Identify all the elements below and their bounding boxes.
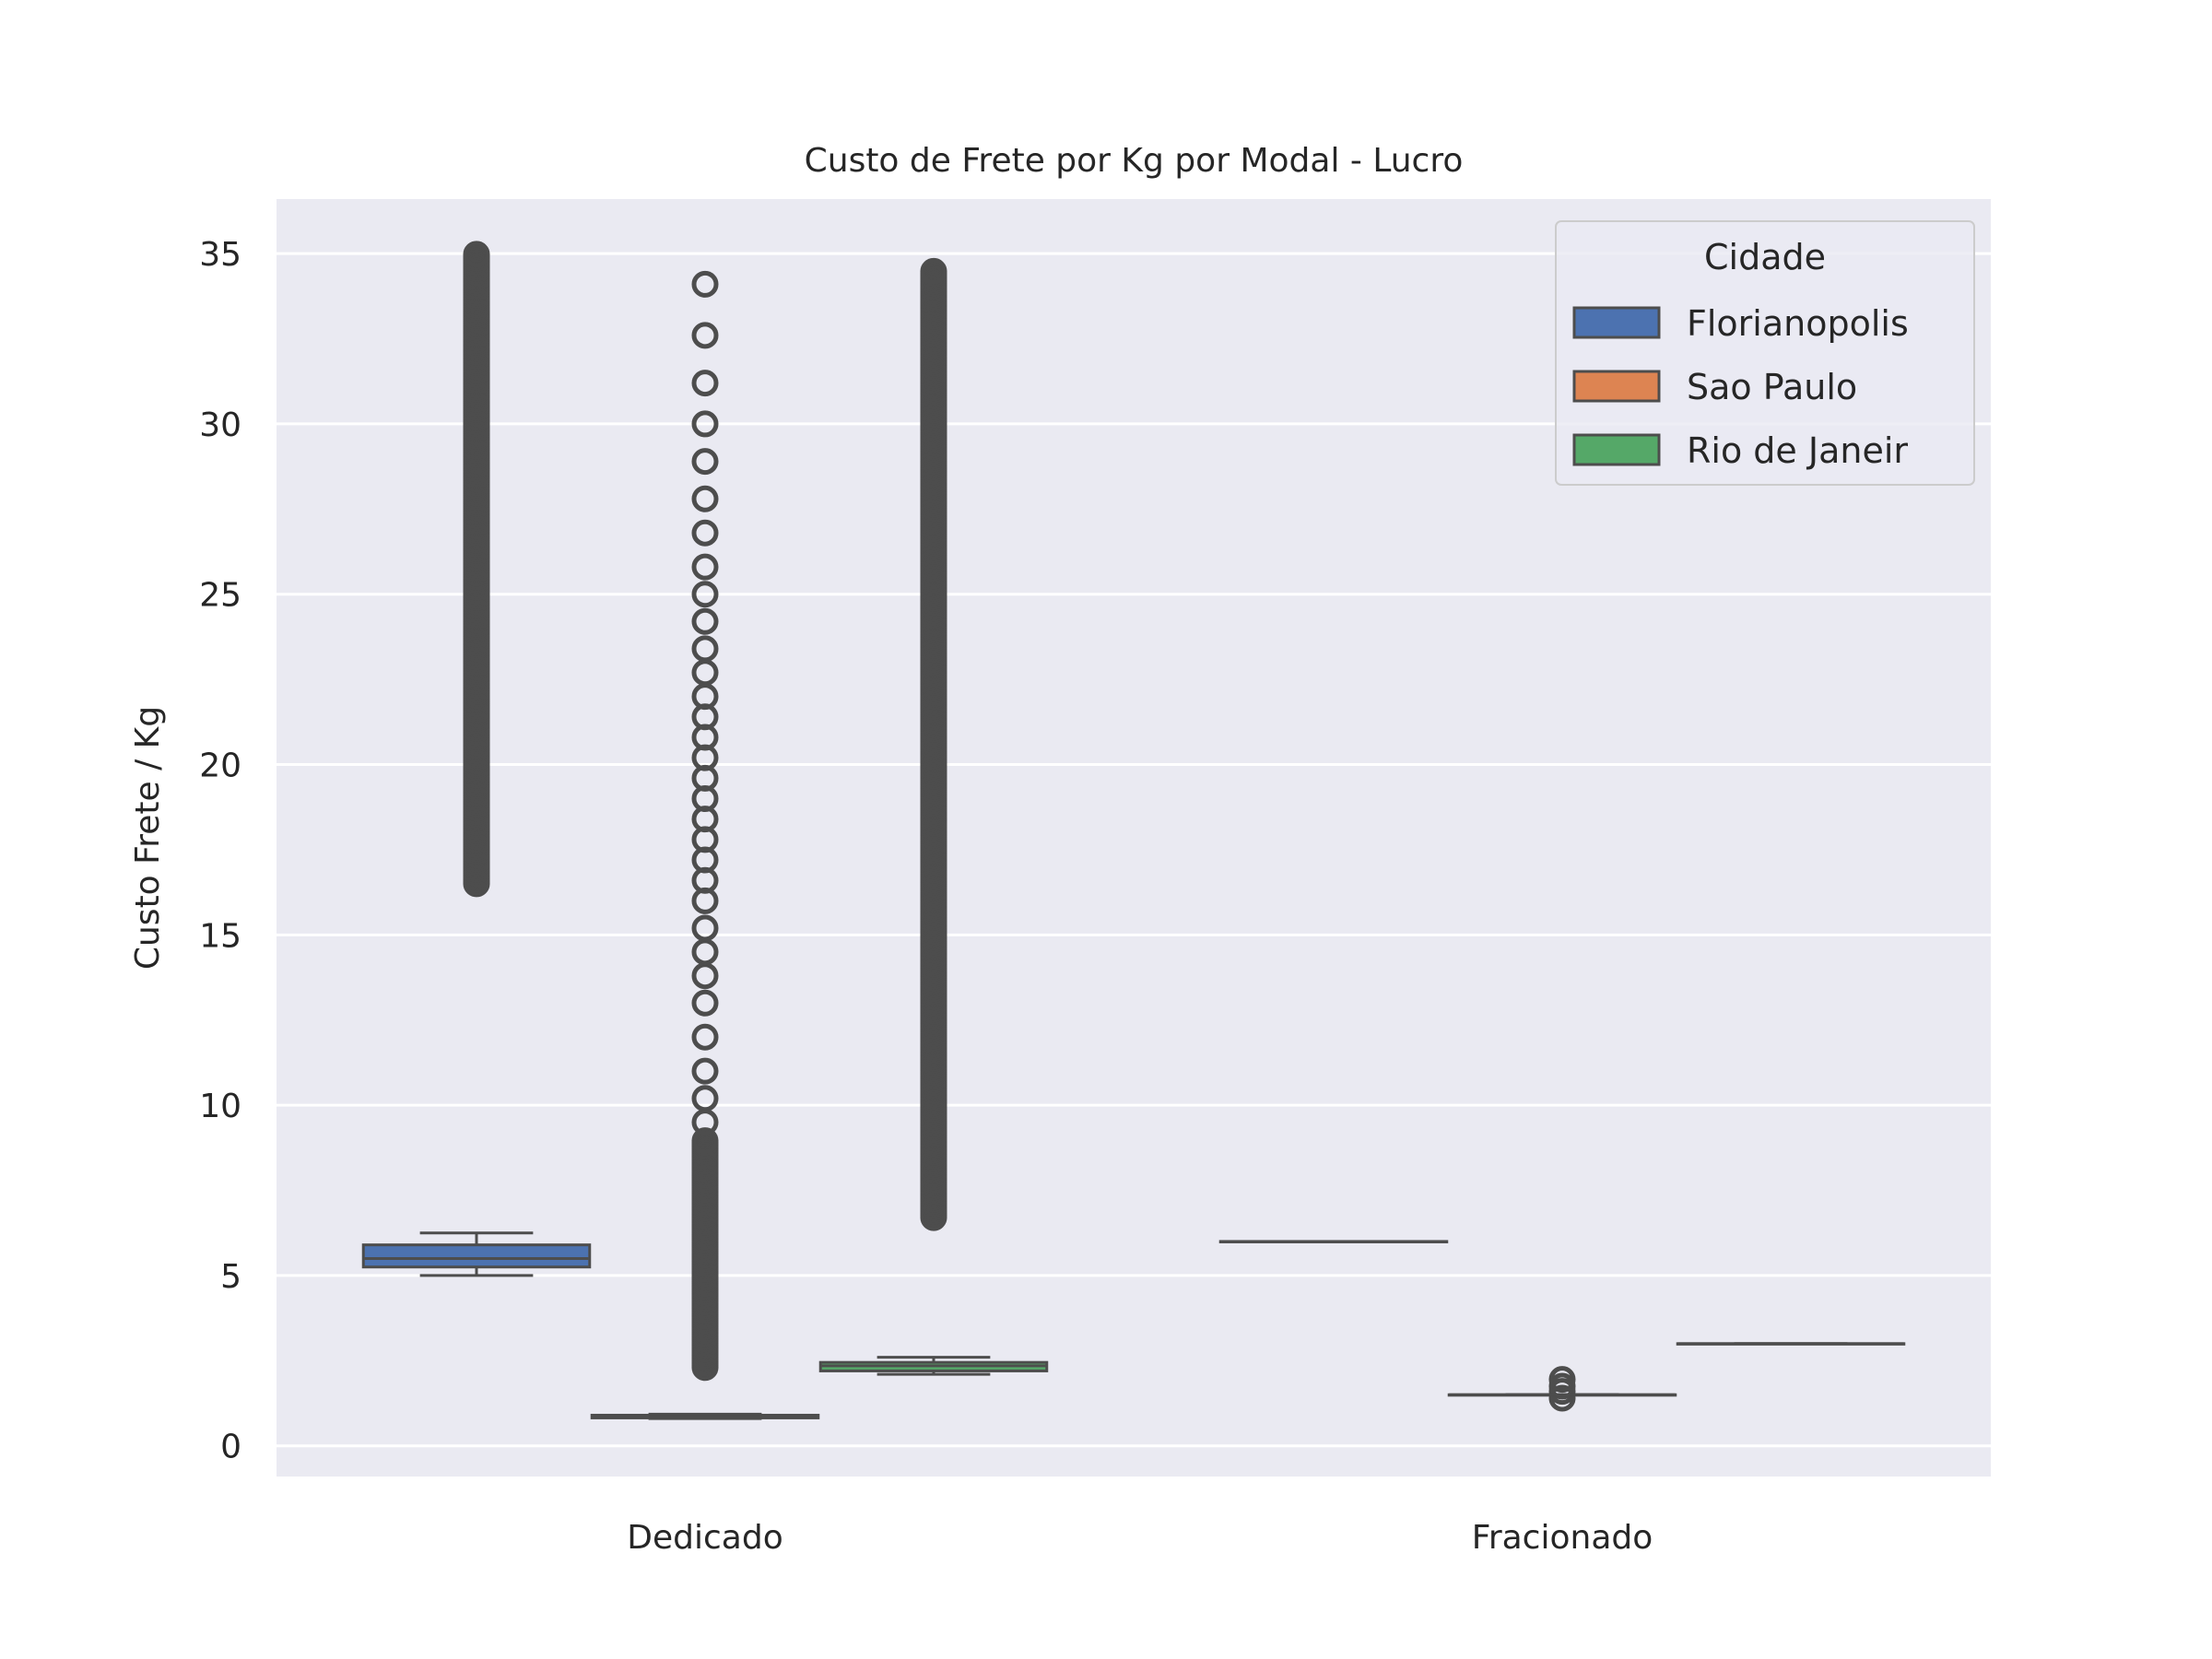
box-series <box>361 241 1906 1420</box>
legend-title: Cidade <box>1704 237 1826 277</box>
outlier-point <box>691 410 719 438</box>
y-tick-label: 0 <box>220 1429 241 1466</box>
outlier-point <box>691 519 719 547</box>
outlier-point <box>691 914 719 942</box>
outlier-point <box>691 1057 719 1085</box>
y-tick-label: 15 <box>199 917 241 955</box>
y-tick-label: 5 <box>220 1258 241 1296</box>
outlier-point <box>463 241 490 268</box>
outlier-point <box>691 1023 719 1051</box>
series-sao-paulo <box>590 270 1677 1420</box>
legend-entries: Florianopolis Sao Paulo Rio de Janeir <box>1572 303 1909 471</box>
chart-title: Custo de Frete por Kg por Modal - Lucro <box>805 142 1464 180</box>
outlier-point <box>691 485 719 512</box>
box-dedicado <box>590 270 820 1420</box>
outlier-point <box>691 635 719 663</box>
y-tick-label: 30 <box>199 406 241 444</box>
box-fracionado <box>1676 1342 1906 1346</box>
y-tick-label: 35 <box>199 236 241 274</box>
y-tick-label: 25 <box>199 577 241 615</box>
box-dedicado <box>361 241 592 1277</box>
x-tick-label: Fracionado <box>1472 1519 1653 1557</box>
box-fracionado <box>1218 1240 1449 1243</box>
legend-swatch <box>1572 370 1661 403</box>
box-fracionado <box>1447 1366 1677 1412</box>
outlier-point <box>691 553 719 581</box>
outlier-point <box>691 989 719 1017</box>
outlier-point <box>691 607 719 635</box>
legend-label: Sao Paulo <box>1687 367 1857 407</box>
outlier-point <box>691 581 719 608</box>
legend: Cidade Florianopolis Sao Paulo Rio de Jane… <box>1555 220 1975 486</box>
x-axis-ticks: Dedicado Fracionado <box>627 1519 1653 1557</box>
outlier-point <box>691 1127 719 1155</box>
legend-frame <box>1555 220 1975 486</box>
series-florianopolis <box>361 241 1449 1277</box>
outlier-point <box>691 370 719 397</box>
legend-label: Rio de Janeir <box>1687 430 1908 471</box>
y-axis-label: Custo Frete / Kg <box>129 706 167 970</box>
outlier-point <box>691 322 719 349</box>
y-tick-label: 20 <box>199 747 241 785</box>
y-tick-label: 10 <box>199 1088 241 1125</box>
series-rio-de-janeir <box>818 257 1906 1376</box>
outlier-point <box>1548 1366 1576 1394</box>
legend-label: Florianopolis <box>1687 303 1909 344</box>
outlier-point <box>691 270 719 298</box>
outlier-point <box>691 448 719 476</box>
legend-swatch <box>1572 306 1661 339</box>
box-dedicado <box>818 257 1049 1376</box>
y-axis-ticks: 0 5 10 15 20 25 30 35 <box>199 236 241 1466</box>
outlier-point <box>920 257 947 285</box>
x-tick-label: Dedicado <box>627 1519 782 1557</box>
outlier-point <box>691 1085 719 1112</box>
legend-swatch <box>1572 433 1661 466</box>
box-body <box>361 1243 592 1269</box>
